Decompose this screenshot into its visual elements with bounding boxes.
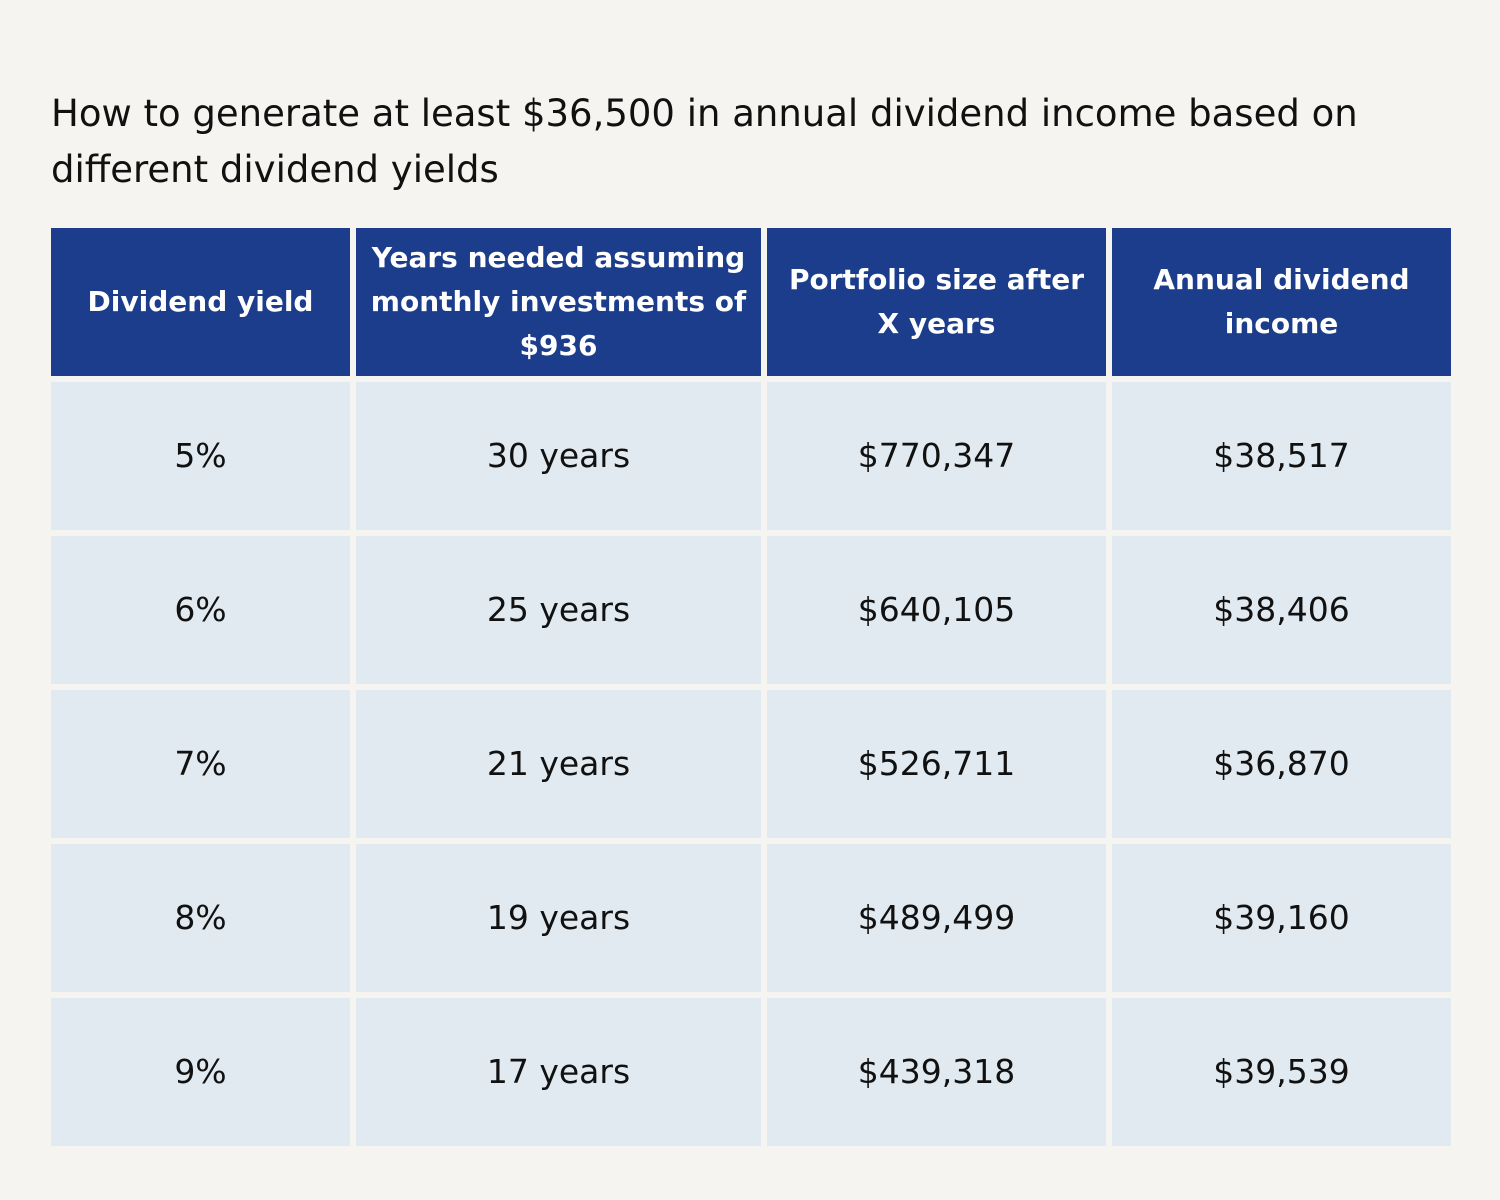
table-cell: $770,347 (767, 382, 1106, 530)
table-cell: 9% (51, 998, 350, 1146)
table-cell: 6% (51, 536, 350, 684)
table-cell: $39,539 (1112, 998, 1451, 1146)
dividend-table: Dividend yield Years needed assuming mont… (51, 228, 1451, 1146)
column-header: Dividend yield (51, 228, 350, 376)
table-cell: $39,160 (1112, 844, 1451, 992)
table-cell: 17 years (356, 998, 761, 1146)
table-cell: $36,870 (1112, 690, 1451, 838)
table-cell: $640,105 (767, 536, 1106, 684)
table-cell: $38,406 (1112, 536, 1451, 684)
table-cell: 19 years (356, 844, 761, 992)
table-cell: $526,711 (767, 690, 1106, 838)
column-header: Years needed assuming monthly investment… (356, 228, 761, 376)
table-cell: 30 years (356, 382, 761, 530)
table-cell: $489,499 (767, 844, 1106, 992)
table-cell: $38,517 (1112, 382, 1451, 530)
table-cell: 5% (51, 382, 350, 530)
table-cell: 25 years (356, 536, 761, 684)
column-header: Portfolio size after X years (767, 228, 1106, 376)
column-header: Annual dividend income (1112, 228, 1451, 376)
table-cell: 8% (51, 844, 350, 992)
table-cell: $439,318 (767, 998, 1106, 1146)
table-cell: 21 years (356, 690, 761, 838)
table-cell: 7% (51, 690, 350, 838)
table-title: How to generate at least $36,500 in annu… (51, 92, 1358, 191)
